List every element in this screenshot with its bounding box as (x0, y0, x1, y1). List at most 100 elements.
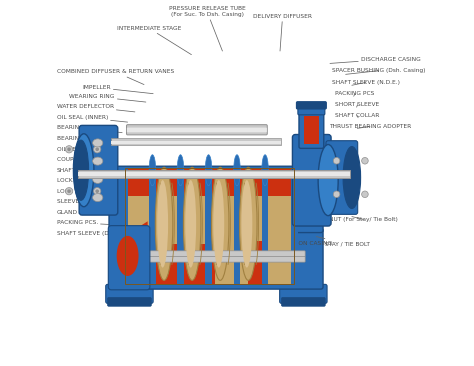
Text: GLAND: GLAND (56, 210, 129, 216)
Text: COUP. KEY: COUP. KEY (56, 157, 112, 164)
Ellipse shape (117, 236, 138, 276)
FancyBboxPatch shape (108, 298, 151, 306)
Text: SPACER BUSHING: SPACER BUSHING (189, 236, 241, 246)
Circle shape (333, 157, 340, 164)
FancyBboxPatch shape (304, 116, 319, 143)
FancyBboxPatch shape (125, 168, 294, 284)
Ellipse shape (185, 180, 196, 268)
FancyBboxPatch shape (262, 168, 268, 284)
Text: DELIVERY DIFFUSER: DELIVERY DIFFUSER (253, 14, 312, 51)
Text: BEARING BRACKET: BEARING BRACKET (56, 126, 122, 133)
Text: SPACER BUSHING (Dsh. Casing): SPACER BUSHING (Dsh. Casing) (332, 68, 425, 74)
FancyBboxPatch shape (127, 128, 267, 132)
Ellipse shape (262, 155, 268, 186)
Circle shape (95, 147, 99, 151)
Circle shape (333, 191, 340, 198)
FancyBboxPatch shape (291, 168, 298, 284)
Ellipse shape (211, 167, 229, 280)
FancyBboxPatch shape (111, 141, 281, 143)
FancyBboxPatch shape (125, 168, 294, 231)
Text: OIL SEAL (OUTER): OIL SEAL (OUTER) (56, 147, 114, 153)
Ellipse shape (92, 139, 103, 147)
FancyBboxPatch shape (177, 168, 184, 284)
FancyBboxPatch shape (125, 168, 294, 196)
Text: SUCTION CASING: SUCTION CASING (282, 236, 333, 246)
Text: PACKING PCS.: PACKING PCS. (56, 220, 138, 226)
FancyBboxPatch shape (78, 172, 350, 176)
FancyBboxPatch shape (78, 170, 350, 178)
Ellipse shape (239, 167, 257, 280)
Text: NUT (For Stay/ Tie Bolt): NUT (For Stay/ Tie Bolt) (329, 217, 398, 222)
FancyBboxPatch shape (296, 102, 326, 109)
Text: SHAFT SLEEVE (N.D.E.): SHAFT SLEEVE (N.D.E.) (332, 80, 400, 85)
FancyBboxPatch shape (109, 166, 323, 232)
FancyBboxPatch shape (298, 105, 325, 115)
FancyBboxPatch shape (205, 168, 212, 284)
Circle shape (67, 147, 71, 151)
Text: IMPELLER: IMPELLER (82, 85, 153, 94)
FancyBboxPatch shape (299, 110, 324, 148)
Ellipse shape (234, 155, 240, 186)
Text: LOCK WASHER: LOCK WASHER (56, 189, 117, 195)
Text: WEARING RING: WEARING RING (69, 94, 146, 102)
Text: OIL SEAL (INNER): OIL SEAL (INNER) (56, 115, 128, 122)
Ellipse shape (183, 167, 201, 280)
Text: PACKING PCS: PACKING PCS (336, 91, 375, 96)
Ellipse shape (205, 155, 212, 186)
Text: COLLAR RING: COLLAR RING (237, 236, 277, 246)
FancyBboxPatch shape (78, 170, 350, 178)
FancyBboxPatch shape (280, 284, 327, 303)
Ellipse shape (343, 146, 361, 209)
Text: DISCHARGE CASING: DISCHARGE CASING (330, 56, 421, 63)
FancyBboxPatch shape (125, 168, 294, 196)
Text: SLEEVE NUT: SLEEVE NUT (56, 199, 123, 205)
Text: SHAFT: SHAFT (56, 168, 113, 174)
Ellipse shape (73, 140, 89, 200)
Circle shape (65, 146, 73, 153)
Ellipse shape (149, 155, 155, 186)
Text: BEARING COVER: BEARING COVER (56, 136, 117, 143)
Text: INTERMEDIATE STAGE: INTERMEDIATE STAGE (117, 26, 191, 55)
FancyBboxPatch shape (79, 126, 118, 215)
Polygon shape (125, 221, 148, 284)
Text: COMBINED DIFFUSER & RETURN VANES: COMBINED DIFFUSER & RETURN VANES (56, 69, 174, 85)
Ellipse shape (155, 167, 173, 280)
Circle shape (362, 157, 368, 164)
Ellipse shape (74, 134, 94, 207)
Text: STAY / TIE BOLT: STAY / TIE BOLT (317, 236, 369, 246)
FancyBboxPatch shape (111, 138, 281, 145)
Ellipse shape (213, 180, 224, 268)
Text: SHORT SLEEVE: SHORT SLEEVE (336, 102, 380, 107)
Text: WATER DEFLECTOR: WATER DEFLECTOR (56, 104, 135, 112)
Ellipse shape (92, 157, 103, 165)
Ellipse shape (177, 155, 184, 186)
Circle shape (65, 187, 73, 195)
FancyBboxPatch shape (234, 168, 240, 284)
Ellipse shape (241, 180, 252, 268)
Text: THRUST BEARING ADOPTER: THRUST BEARING ADOPTER (329, 124, 411, 129)
FancyBboxPatch shape (127, 125, 267, 135)
Ellipse shape (318, 145, 338, 216)
Circle shape (95, 189, 99, 193)
FancyBboxPatch shape (109, 228, 323, 289)
Ellipse shape (92, 194, 103, 202)
Ellipse shape (92, 175, 103, 183)
FancyBboxPatch shape (108, 226, 150, 290)
FancyBboxPatch shape (292, 135, 331, 226)
Circle shape (93, 187, 101, 195)
FancyBboxPatch shape (148, 244, 215, 284)
Text: SHAFT SLEEVE (D.E.): SHAFT SLEEVE (D.E.) (56, 231, 146, 236)
FancyBboxPatch shape (78, 172, 350, 176)
FancyBboxPatch shape (147, 256, 305, 262)
Circle shape (67, 189, 71, 193)
Text: SHAFT COLLAR: SHAFT COLLAR (336, 113, 380, 118)
FancyBboxPatch shape (106, 284, 153, 303)
FancyBboxPatch shape (149, 168, 155, 284)
FancyBboxPatch shape (147, 251, 305, 257)
Text: LOCK NUT: LOCK NUT (56, 178, 115, 184)
FancyBboxPatch shape (121, 168, 128, 284)
Circle shape (362, 191, 368, 198)
FancyBboxPatch shape (326, 141, 358, 214)
FancyBboxPatch shape (248, 240, 268, 284)
Circle shape (93, 146, 101, 153)
